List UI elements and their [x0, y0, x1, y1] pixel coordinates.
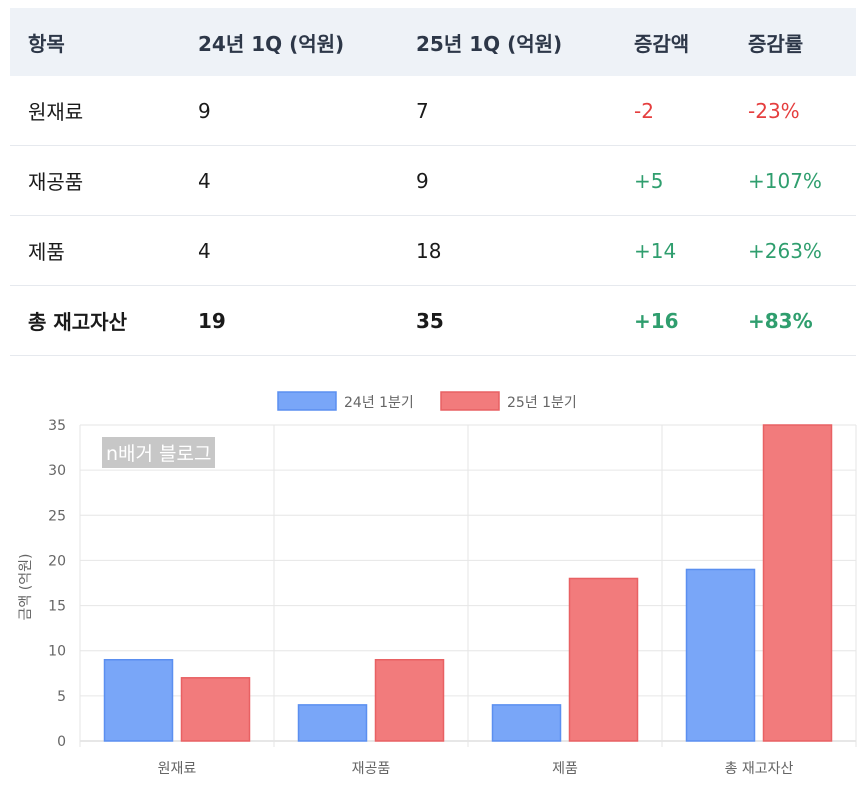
bar-q24	[491, 704, 562, 742]
inventory-chart: 0 5 10 15 20 25 30 35 원재료 재공품 제품 총 재고자산 금액 (억원) 24년 1…	[0, 380, 866, 785]
y-tick-label: 10	[48, 644, 66, 660]
bar-q24	[685, 568, 756, 742]
y-tick-label: 5	[57, 689, 66, 705]
header-item: 항목	[10, 8, 180, 76]
header-diff: 증감액	[616, 8, 730, 76]
legend-swatch	[277, 391, 337, 411]
legend-swatch	[440, 391, 500, 411]
header-q24: 24년 1Q (억원)	[180, 8, 398, 76]
table-row: 원재료 9 7 -2 -23%	[10, 76, 856, 146]
cell-diff: +14	[616, 215, 730, 286]
y-tick-label: 25	[48, 508, 66, 524]
x-tick-label: 원재료	[158, 761, 197, 777]
cell-q24: 4	[180, 215, 398, 286]
inventory-table: 항목 24년 1Q (억원) 25년 1Q (억원) 증감액 증감률 원재료 9 7…	[10, 8, 856, 356]
table-row: 재공품 4 9 +5 +107%	[10, 145, 856, 216]
cell-q25: 7	[398, 76, 616, 146]
cell-rate: +83%	[730, 285, 856, 356]
cell-rate: -23%	[730, 76, 856, 146]
cell-diff: +5	[616, 145, 730, 216]
y-tick-label: 30	[48, 463, 66, 479]
legend-label: 25년 1분기	[507, 395, 577, 411]
cell-q24: 19	[180, 285, 398, 356]
inventory-table-container: 항목 24년 1Q (억원) 25년 1Q (억원) 증감액 증감률 원재료 9 7…	[10, 8, 856, 356]
table-row-total: 총 재고자산 19 35 +16 +83%	[10, 285, 856, 356]
bar-q24	[297, 704, 368, 742]
cell-diff: +16	[616, 285, 730, 356]
x-tick-label: 총 재고자산	[725, 761, 794, 777]
cell-rate: +263%	[730, 215, 856, 286]
legend-label: 24년 1분기	[344, 395, 414, 411]
bar-q24	[103, 658, 174, 742]
y-tick-label: 0	[57, 734, 66, 750]
watermark-label: n배거 블로그	[102, 437, 216, 468]
bar-q25	[374, 658, 445, 742]
cell-q24: 4	[180, 145, 398, 216]
y-tick-label: 15	[48, 599, 66, 615]
cell-item: 총 재고자산	[10, 285, 180, 356]
cell-q25: 35	[398, 285, 616, 356]
cell-q25: 18	[398, 215, 616, 286]
table-header-row: 항목 24년 1Q (억원) 25년 1Q (억원) 증감액 증감률	[10, 8, 856, 76]
x-tick-label: 제품	[552, 761, 578, 777]
cell-diff: -2	[616, 76, 730, 146]
cell-item: 원재료	[10, 76, 180, 146]
y-axis-label: 금액 (억원)	[18, 554, 34, 621]
cell-item: 재공품	[10, 145, 180, 216]
cell-q24: 9	[180, 76, 398, 146]
bar-q25	[762, 424, 833, 742]
y-tick-label: 20	[48, 553, 66, 569]
table-row: 제품 4 18 +14 +263%	[10, 215, 856, 286]
cell-rate: +107%	[730, 145, 856, 216]
y-tick-label: 35	[48, 418, 66, 434]
bar-q25	[180, 677, 251, 742]
header-rate: 증감률	[730, 8, 856, 76]
cell-q25: 9	[398, 145, 616, 216]
header-q25: 25년 1Q (억원)	[398, 8, 616, 76]
x-tick-label: 재공품	[352, 761, 391, 777]
bar-chart-svg: 0 5 10 15 20 25 30 35 원재료 재공품 제품 총 재고자산 금액 (억원) 24년 1…	[18, 391, 857, 777]
bar-q25	[568, 577, 639, 742]
cell-item: 제품	[10, 215, 180, 286]
